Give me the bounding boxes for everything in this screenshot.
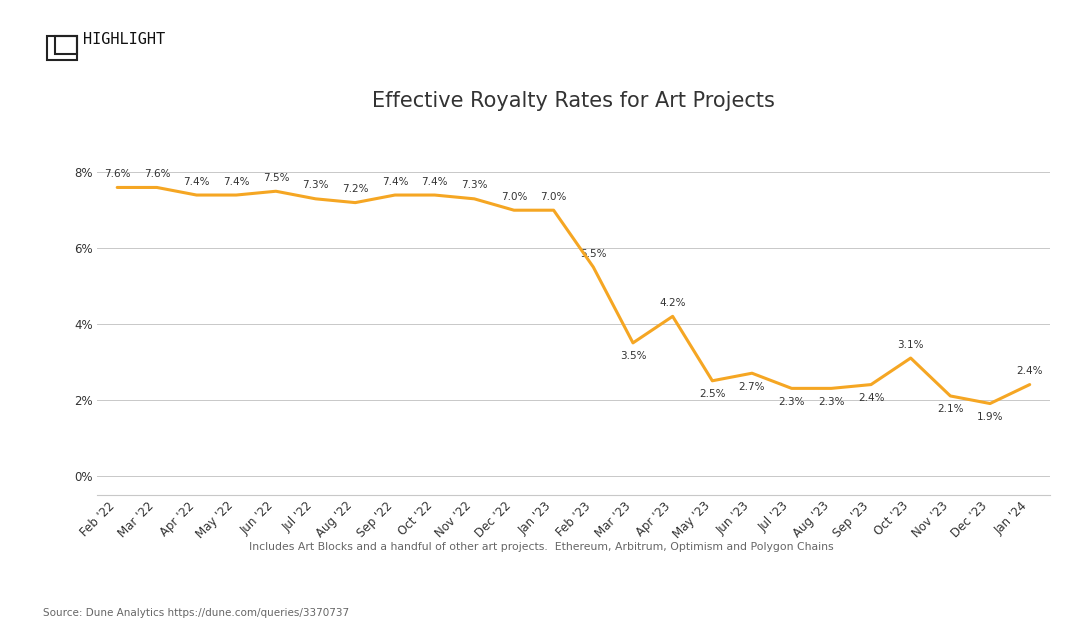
Text: 2.7%: 2.7% — [739, 382, 765, 392]
Text: 7.3%: 7.3% — [302, 181, 329, 190]
Text: 1.9%: 1.9% — [977, 412, 1003, 422]
Text: Source: Dune Analytics https://dune.com/queries/3370737: Source: Dune Analytics https://dune.com/… — [43, 608, 349, 618]
Text: 7.4%: 7.4% — [223, 177, 250, 186]
Text: 2.1%: 2.1% — [937, 404, 964, 414]
Text: 7.6%: 7.6% — [144, 169, 170, 179]
Text: 3.5%: 3.5% — [620, 351, 646, 361]
Text: 7.0%: 7.0% — [540, 192, 567, 202]
Text: 3.1%: 3.1% — [897, 340, 924, 350]
Text: 2.3%: 2.3% — [778, 397, 805, 407]
Text: 7.5%: 7.5% — [263, 173, 289, 183]
Text: 2.5%: 2.5% — [699, 389, 726, 399]
Text: 2.3%: 2.3% — [818, 397, 845, 407]
Text: 2.4%: 2.4% — [1016, 366, 1043, 376]
Text: 2.4%: 2.4% — [858, 393, 884, 403]
Text: 7.4%: 7.4% — [421, 177, 448, 186]
Text: 7.2%: 7.2% — [342, 184, 369, 194]
Text: 7.0%: 7.0% — [501, 192, 527, 202]
Text: 4.2%: 4.2% — [659, 298, 686, 308]
Text: 7.3%: 7.3% — [461, 181, 488, 190]
Title: Effective Royalty Rates for Art Projects: Effective Royalty Rates for Art Projects — [372, 91, 775, 112]
Text: 7.6%: 7.6% — [104, 169, 131, 179]
Text: 7.4%: 7.4% — [183, 177, 210, 186]
Text: 5.5%: 5.5% — [580, 249, 607, 259]
Text: HIGHLIGHT: HIGHLIGHT — [83, 32, 166, 48]
Text: Includes Art Blocks and a handful of other art projects.  Ethereum, Arbitrum, Op: Includes Art Blocks and a handful of oth… — [249, 542, 833, 552]
Text: 7.4%: 7.4% — [382, 177, 408, 186]
